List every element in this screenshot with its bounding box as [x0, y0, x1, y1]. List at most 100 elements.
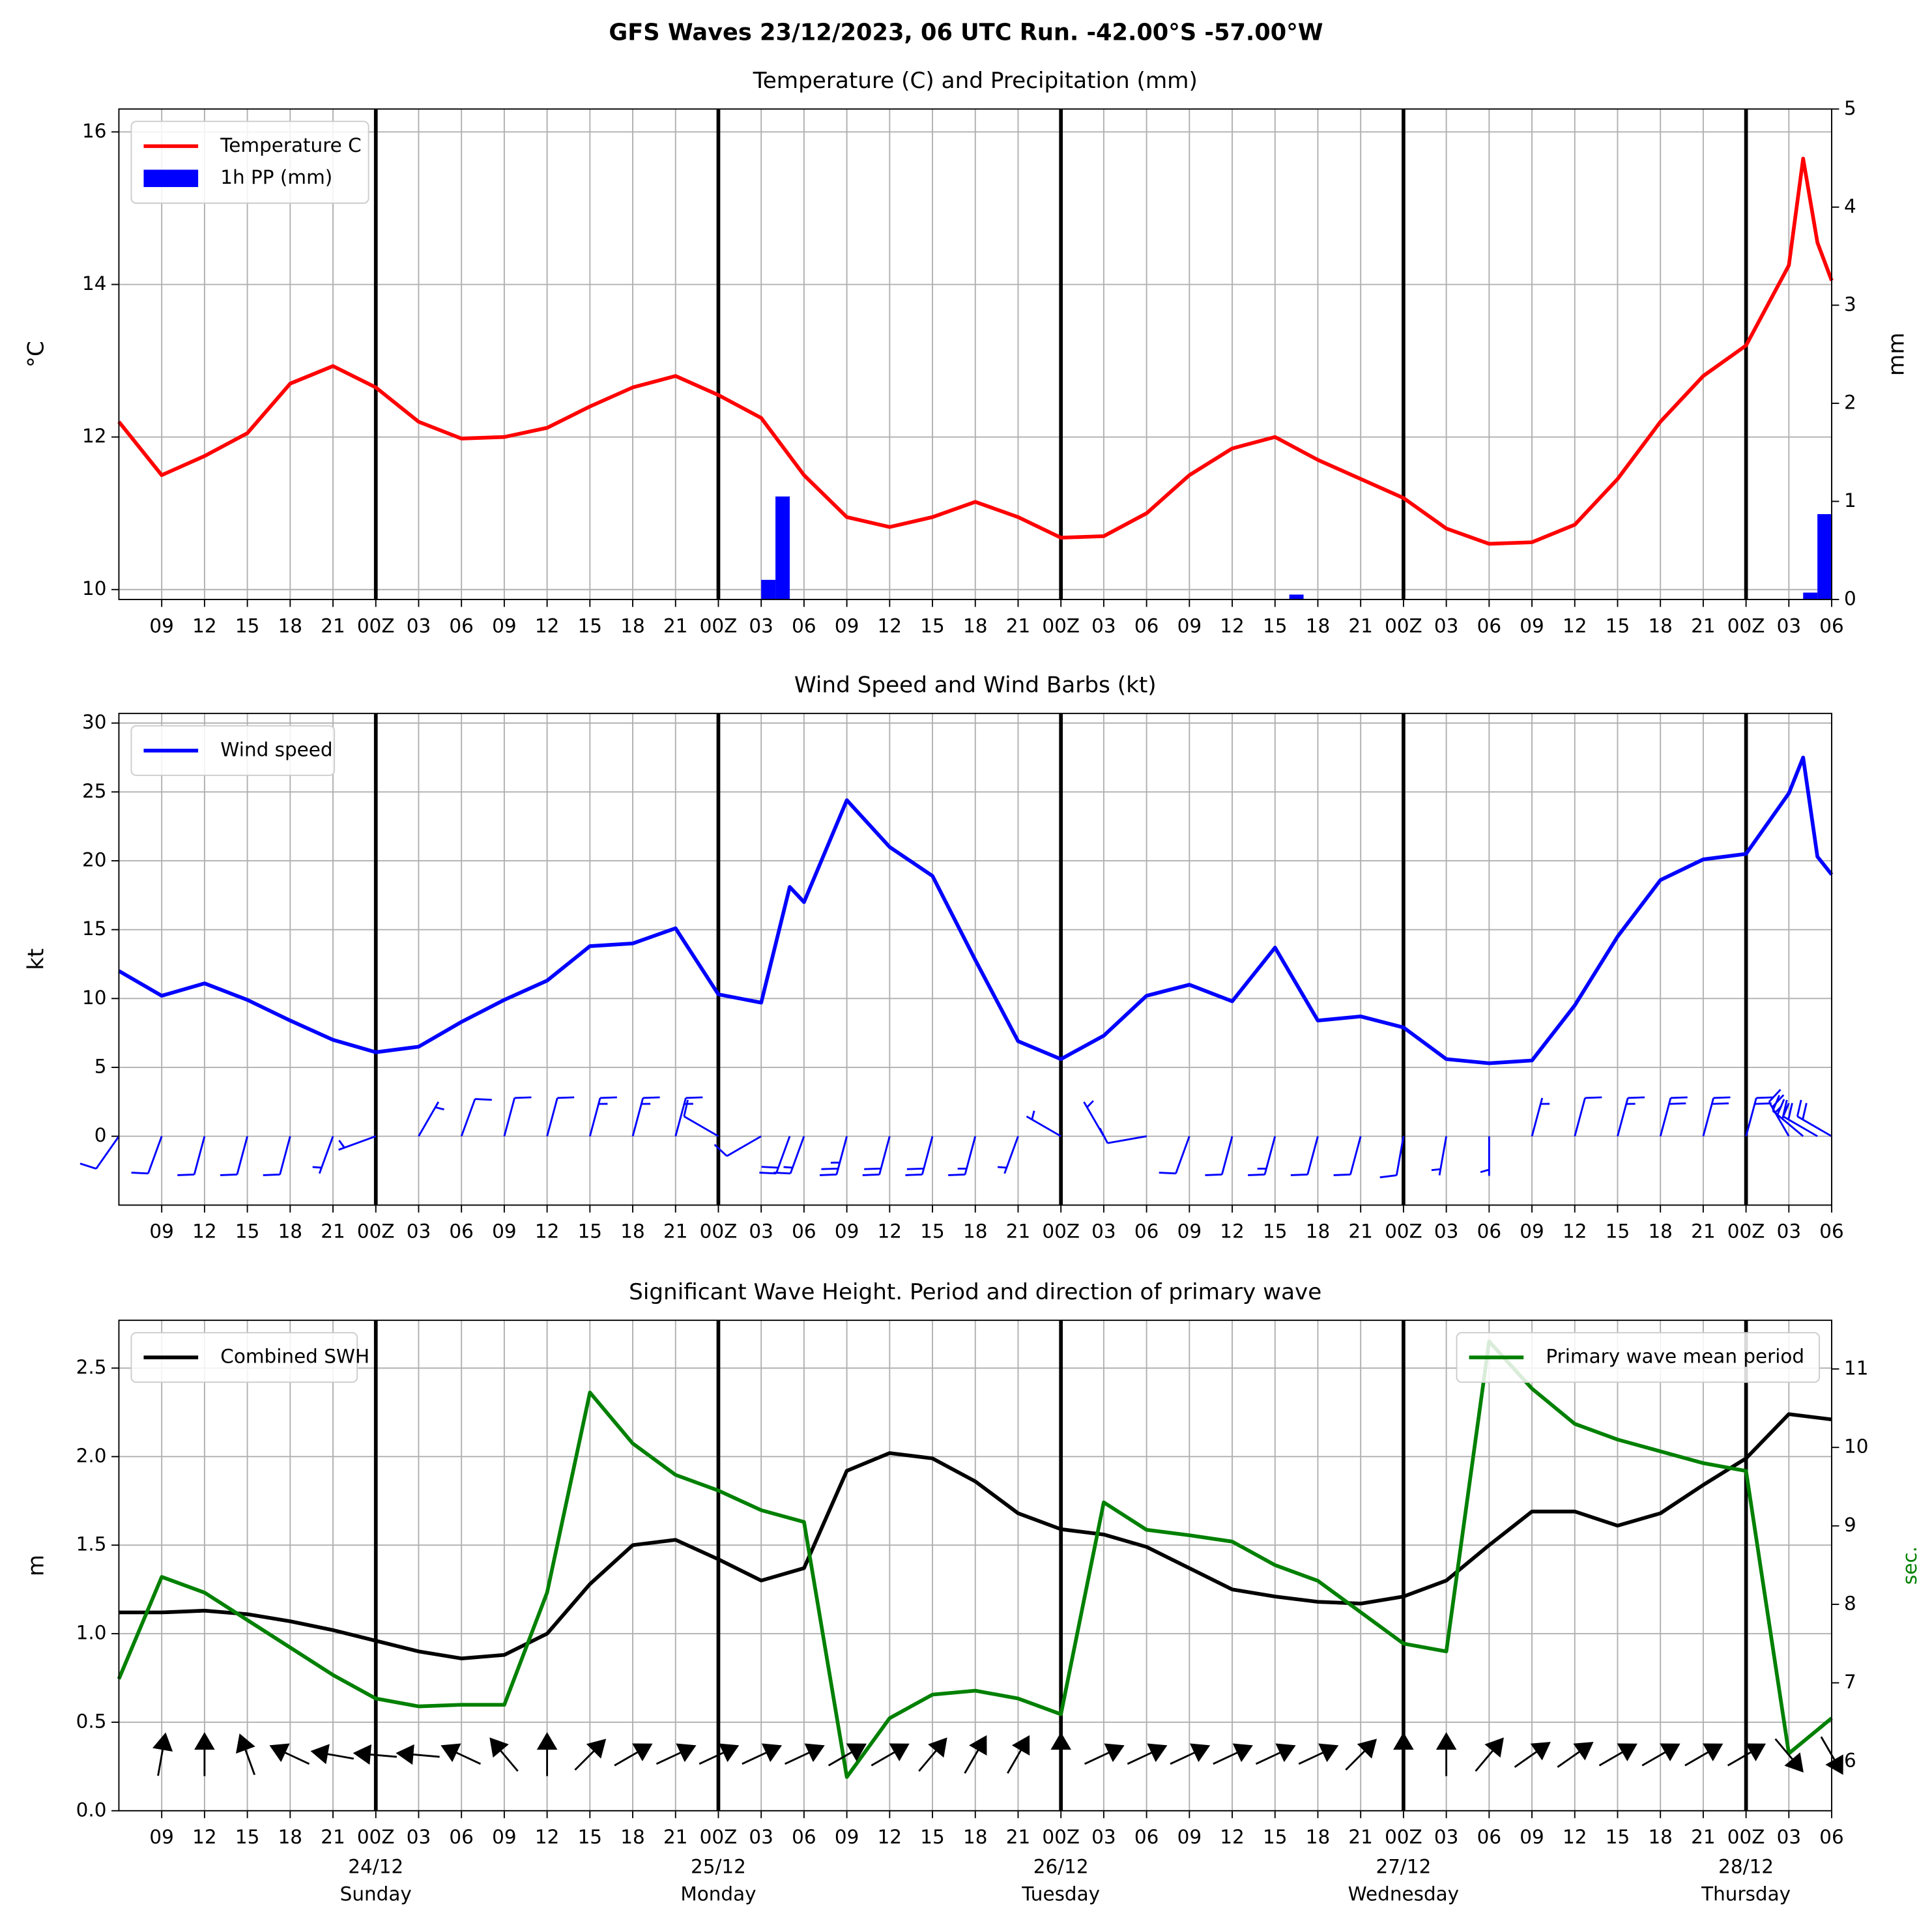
x-tick-label: 15	[1263, 614, 1287, 637]
x-tick-label: 18	[278, 1220, 302, 1243]
x-tick-label: 21	[663, 1826, 687, 1848]
wave-direction-arrow	[574, 1739, 607, 1771]
x-tick-label: 03	[1434, 1220, 1458, 1243]
x-tick-label: 15	[920, 614, 944, 637]
y-tick-label: 10	[82, 987, 106, 1009]
date-label: 27/12	[1376, 1856, 1431, 1878]
wave-direction-arrow	[742, 1743, 783, 1765]
x-tick-label: 03	[407, 1220, 431, 1243]
x-tick-label: 06	[1819, 614, 1843, 637]
wind-barb	[338, 1135, 377, 1151]
legend-label: Temperature C	[220, 134, 361, 156]
wave-direction-arrow	[785, 1743, 825, 1765]
wave-direction-arrow	[536, 1732, 558, 1776]
x-tick-label: 21	[1006, 1826, 1030, 1848]
x-tick-label: 09	[1177, 1220, 1202, 1243]
legend-box	[130, 1332, 358, 1383]
plot-frame	[118, 712, 1832, 1206]
wind-barb	[862, 1136, 891, 1176]
wind-barb	[773, 1136, 805, 1175]
y2-axis-label: sec.	[1899, 1546, 1921, 1585]
x-tick-label: 18	[278, 614, 302, 637]
day-label: Sunday	[340, 1883, 412, 1905]
x-tick-label: 09	[492, 1220, 516, 1243]
y2-tick-label: 2	[1844, 391, 1856, 413]
y2-tick-label: 0	[1844, 587, 1856, 609]
x-tick-label: 12	[878, 614, 902, 637]
x-tick-label: 00Z	[1042, 614, 1080, 637]
wind-barb	[131, 1136, 163, 1175]
legend-box	[130, 725, 336, 776]
x-tick-label: 15	[1263, 1220, 1287, 1243]
wave-direction-arrow	[353, 1744, 397, 1765]
x-tick-label: 15	[920, 1826, 944, 1848]
x-tick-label: 12	[192, 1220, 216, 1243]
x-tick-label: 06	[792, 614, 816, 637]
date-label: 24/12	[348, 1856, 403, 1878]
wind-barb	[1290, 1136, 1319, 1176]
wind-barb	[1768, 1089, 1790, 1137]
x-tick-label: 18	[963, 614, 987, 637]
wave-direction-arrow	[1598, 1743, 1637, 1767]
wave-direction-arrow	[1007, 1735, 1030, 1774]
x-tick-label: 15	[1606, 1220, 1630, 1243]
x-tick-label: 18	[620, 1826, 644, 1848]
wave-direction-arrow	[828, 1743, 867, 1767]
series-line	[119, 1412, 1832, 1660]
x-tick-label: 21	[1348, 1220, 1372, 1243]
x-tick-label: 12	[1220, 1826, 1244, 1848]
x-tick-label: 12	[878, 1826, 902, 1848]
x-tick-label: 03	[1777, 614, 1801, 637]
series-line	[117, 156, 1834, 546]
wind-barb	[503, 1096, 532, 1137]
x-tick-label: 09	[149, 614, 173, 637]
x-tick-label: 21	[321, 1220, 345, 1243]
y2-tick-label: 10	[1844, 1436, 1868, 1458]
wind-barb	[1159, 1136, 1190, 1175]
wind-barb	[1796, 1099, 1832, 1137]
x-tick-label: 03	[1091, 1826, 1116, 1848]
wave-direction-arrow	[1820, 1736, 1843, 1775]
y-tick-label: 2.0	[76, 1445, 107, 1467]
y2-tick-label: 7	[1844, 1671, 1856, 1693]
y-tick-label: 16	[82, 120, 106, 142]
x-tick-label: 15	[920, 1220, 944, 1243]
wave-direction-arrow	[1213, 1743, 1253, 1765]
x-tick-label: 21	[1691, 1220, 1715, 1243]
wind-barb	[1702, 1096, 1731, 1137]
date-label: 25/12	[691, 1856, 746, 1878]
wind-barb	[1772, 1095, 1804, 1137]
x-tick-label: 06	[1477, 1220, 1501, 1243]
x-tick-label: 15	[578, 1826, 602, 1848]
wind-barb	[1617, 1096, 1645, 1137]
x-tick-label: 00Z	[1042, 1826, 1080, 1848]
wave-direction-arrow	[699, 1743, 740, 1765]
x-tick-label: 03	[749, 1220, 773, 1243]
wave-direction-arrow	[489, 1737, 519, 1772]
wave-direction-arrow	[1255, 1743, 1296, 1765]
day-label: Monday	[680, 1883, 756, 1905]
y-tick-label: 10	[82, 577, 106, 599]
wave-direction-arrow	[1127, 1743, 1168, 1765]
y-tick-label: 12	[82, 425, 106, 447]
day-label: Tuesday	[1021, 1883, 1100, 1905]
wave-direction-arrow	[918, 1737, 947, 1772]
x-tick-label: 03	[407, 1826, 431, 1848]
x-tick-label: 03	[1777, 1826, 1801, 1848]
x-tick-label: 15	[235, 614, 259, 637]
x-tick-label: 03	[1091, 614, 1116, 637]
wind-barb	[998, 1136, 1019, 1174]
x-tick-label: 03	[1091, 1220, 1116, 1243]
wave-direction-arrow	[1393, 1732, 1414, 1776]
wind-barb	[1431, 1136, 1448, 1176]
x-tick-label: 21	[663, 1220, 687, 1243]
wave-direction-arrow	[1050, 1732, 1071, 1776]
wind-barb	[1659, 1096, 1688, 1137]
x-tick-label: 00Z	[1385, 1826, 1422, 1848]
wind-barb	[683, 1099, 719, 1137]
x-tick-label: 15	[1606, 614, 1630, 637]
x-tick-label: 18	[1306, 1220, 1330, 1243]
x-tick-label: 06	[1134, 614, 1159, 637]
